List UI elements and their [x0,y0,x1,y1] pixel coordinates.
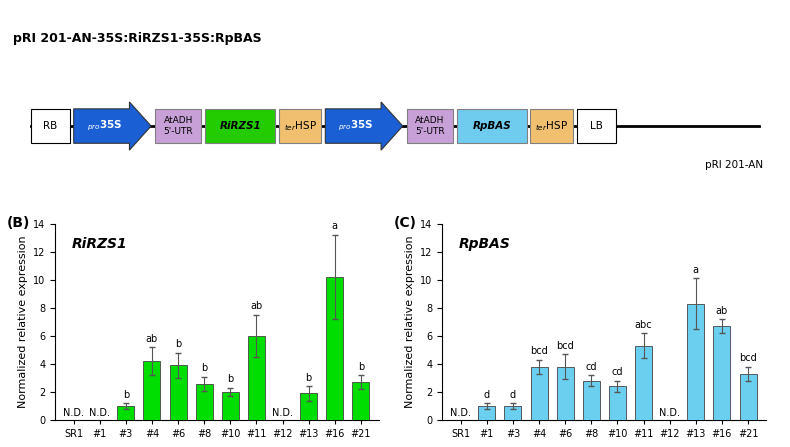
Text: RpBAS: RpBAS [458,237,510,251]
Bar [583,381,600,420]
Text: $_{pro}$35S: $_{pro}$35S [87,119,122,133]
Bar [196,384,213,420]
Text: d: d [510,390,516,400]
FancyBboxPatch shape [577,109,615,143]
Bar [248,336,265,420]
Bar [635,346,652,420]
Bar [118,406,134,420]
Text: RB: RB [43,121,58,131]
Bar [170,365,186,420]
Text: ab: ab [250,301,262,311]
Text: N.D.: N.D. [272,408,293,418]
Text: $_{pro}$35S: $_{pro}$35S [338,119,374,133]
Text: RiRZS1: RiRZS1 [72,237,127,251]
Text: RpBAS: RpBAS [472,121,511,131]
Text: abc: abc [634,320,653,329]
Text: d: d [483,390,490,400]
Bar [222,392,239,420]
Bar [478,406,495,420]
Text: $_{ter}$HSP: $_{ter}$HSP [284,119,317,133]
FancyBboxPatch shape [407,109,453,143]
Bar [505,406,521,420]
Text: N.D.: N.D. [450,408,471,418]
Text: AtADH
5'-UTR: AtADH 5'-UTR [415,116,445,136]
Text: (C): (C) [394,215,417,230]
Text: bcd: bcd [556,341,574,350]
Bar [609,387,626,420]
Text: b: b [122,390,129,400]
Polygon shape [73,102,151,150]
Bar [713,326,731,420]
Text: ab: ab [146,333,158,344]
Text: bcd: bcd [739,353,757,363]
FancyBboxPatch shape [531,109,573,143]
Text: a: a [693,265,699,275]
Y-axis label: Normalized relative expression: Normalized relative expression [17,236,28,408]
Text: b: b [358,362,364,372]
Bar [326,277,344,420]
Bar [531,367,547,420]
Y-axis label: Normalized relative expression: Normalized relative expression [404,236,415,408]
FancyBboxPatch shape [457,109,527,143]
Bar [144,361,160,420]
Polygon shape [325,102,403,150]
Text: pRI 201-AN-35S:RiRZS1-35S:RpBAS: pRI 201-AN-35S:RiRZS1-35S:RpBAS [13,32,261,45]
Text: b: b [306,373,312,383]
Text: pRI 201-AN: pRI 201-AN [705,160,763,170]
Bar [687,304,704,420]
Bar [739,374,757,420]
Text: $_{ter}$HSP: $_{ter}$HSP [536,119,568,133]
FancyBboxPatch shape [279,109,322,143]
FancyBboxPatch shape [205,109,275,143]
Bar [352,382,370,420]
Text: b: b [175,339,181,349]
Text: LB: LB [590,121,603,131]
Text: cd: cd [611,367,623,377]
Text: AtADH
5'-UTR: AtADH 5'-UTR [164,116,193,136]
Text: RiRZS1: RiRZS1 [220,121,261,131]
Text: (B): (B) [7,215,30,230]
Text: b: b [228,374,233,384]
Text: N.D.: N.D. [659,408,680,418]
FancyBboxPatch shape [31,109,70,143]
Text: N.D.: N.D. [63,408,84,418]
Text: b: b [201,363,207,373]
Bar [557,367,574,420]
Bar [300,393,317,420]
FancyBboxPatch shape [155,109,201,143]
Text: N.D.: N.D. [89,408,111,418]
Text: a: a [332,221,338,231]
Text: cd: cd [585,362,597,372]
Text: bcd: bcd [530,346,548,356]
Text: ab: ab [716,305,728,316]
